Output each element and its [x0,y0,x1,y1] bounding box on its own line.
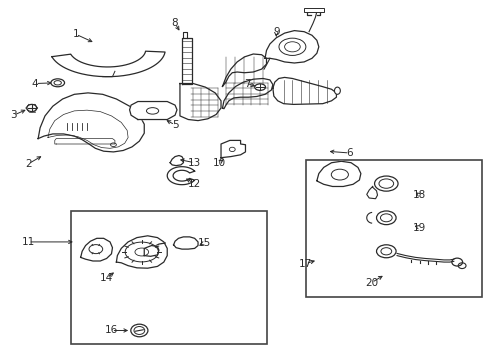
Polygon shape [272,77,336,104]
Polygon shape [264,31,318,63]
Text: 9: 9 [272,27,279,37]
Text: 11: 11 [21,237,35,247]
Polygon shape [52,51,165,77]
Ellipse shape [376,211,395,225]
Polygon shape [316,161,360,186]
Text: 10: 10 [212,158,225,168]
Text: 7: 7 [243,78,250,89]
Polygon shape [173,237,198,249]
Polygon shape [170,156,183,166]
Polygon shape [221,140,245,158]
Text: 4: 4 [32,78,39,89]
Text: 15: 15 [197,238,211,248]
Ellipse shape [376,245,395,258]
Ellipse shape [334,87,340,94]
Text: 8: 8 [171,18,178,28]
Polygon shape [38,93,144,152]
Text: 19: 19 [412,222,426,233]
Polygon shape [116,236,167,268]
Text: 6: 6 [346,148,352,158]
Polygon shape [366,186,377,199]
Ellipse shape [254,84,265,90]
Bar [305,160,481,297]
Text: 18: 18 [412,190,426,200]
Polygon shape [180,84,221,121]
Text: 2: 2 [25,159,32,169]
Polygon shape [182,38,191,84]
Text: 16: 16 [104,325,118,336]
Polygon shape [222,54,266,86]
Polygon shape [81,238,112,261]
Text: 3: 3 [10,110,17,120]
Text: 14: 14 [100,273,113,283]
Polygon shape [129,102,177,120]
Text: 17: 17 [298,258,312,269]
Polygon shape [144,246,159,256]
Polygon shape [222,78,272,109]
Bar [71,211,266,344]
Ellipse shape [51,79,64,87]
Text: 5: 5 [171,120,178,130]
Text: 13: 13 [187,158,201,168]
Bar [304,8,323,12]
Ellipse shape [130,324,148,337]
Text: 12: 12 [187,179,201,189]
Polygon shape [167,167,194,185]
Text: 1: 1 [72,29,79,39]
Ellipse shape [27,104,37,112]
Ellipse shape [374,176,397,191]
Text: 20: 20 [365,278,377,288]
